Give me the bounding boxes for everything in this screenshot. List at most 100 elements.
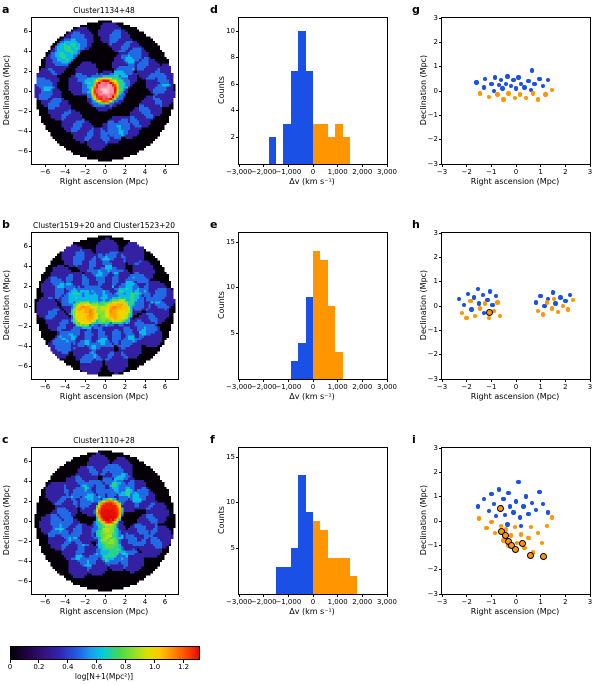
scatter-point <box>496 487 501 492</box>
y-tick <box>29 305 32 307</box>
panel-letter-h: h <box>412 218 420 231</box>
x-tick <box>589 379 591 382</box>
scatter-point <box>492 75 498 80</box>
scatter-point <box>474 80 479 85</box>
panel-letter-e: e <box>210 218 218 231</box>
scatter-point <box>540 83 546 89</box>
y-tick <box>29 50 32 52</box>
histogram-bar <box>290 548 299 594</box>
y-tick-label: 4 <box>230 106 235 115</box>
scatter-point <box>501 496 506 502</box>
scatter-point <box>544 300 550 305</box>
x-tick <box>263 594 265 597</box>
scatter-point-outlined <box>519 540 527 548</box>
scatter-point <box>468 298 473 304</box>
scatter-point <box>481 311 487 316</box>
y-tick <box>439 139 442 141</box>
x-tick-label: 1,000 <box>327 598 348 606</box>
scatter-point <box>528 87 533 92</box>
scatter-point <box>518 81 524 86</box>
x-axis-label-e: Δv (km s⁻¹) <box>289 392 335 401</box>
y-tick-label: −6 <box>17 576 28 585</box>
colorbar-tick <box>154 660 156 663</box>
scatter-point <box>550 290 556 295</box>
scatter-point-outlined <box>486 309 493 317</box>
scatter-point-outlined <box>498 527 506 535</box>
x-tick <box>104 164 106 167</box>
x-tick <box>84 379 86 382</box>
x-tick <box>104 379 106 382</box>
x-tick <box>564 379 566 382</box>
scatter-point <box>506 490 511 496</box>
y-tick <box>236 547 239 549</box>
panel-letter-a: a <box>2 3 10 16</box>
x-tick <box>564 594 566 597</box>
scatter-point <box>522 85 527 90</box>
scatter-h: −3 −2 −1 0 1 2 3 −3 −2 −1 0 1 2 3 <box>428 229 593 392</box>
scatter-point <box>533 300 538 305</box>
y-tick <box>236 456 239 458</box>
x-tick <box>361 594 363 597</box>
scatter-point <box>533 507 538 513</box>
scatter-point <box>508 533 514 538</box>
x-tick <box>540 164 542 167</box>
scatter-point <box>532 81 537 86</box>
y-tick <box>236 287 239 289</box>
scatter-point <box>515 540 520 546</box>
scatter-point <box>506 91 511 96</box>
scatter-point <box>462 302 467 307</box>
scatter-point <box>513 499 519 504</box>
scatter-point <box>482 76 488 82</box>
y-tick <box>29 520 32 522</box>
scatter-point <box>475 286 480 292</box>
scatter-point <box>553 301 558 306</box>
y-tick-label: 4 <box>23 46 28 55</box>
scatter-point <box>491 308 496 314</box>
x-tick <box>238 379 240 382</box>
scatter-point <box>469 307 474 312</box>
x-tick-label: −4 <box>59 598 71 606</box>
scatter-point <box>540 312 546 317</box>
scatter-point <box>459 311 464 316</box>
scatter-point <box>570 297 575 303</box>
y-axis-label-b: Declination (Mpc) <box>2 269 11 341</box>
y-tick <box>439 90 442 92</box>
y-tick-label: −2 <box>17 321 28 330</box>
x-tick-label: 1 <box>538 168 543 176</box>
x-tick <box>312 379 314 382</box>
scatter-point <box>486 94 492 100</box>
y-tick <box>29 540 32 542</box>
scatter-point <box>499 77 504 83</box>
scatter-point <box>508 83 514 89</box>
y-tick <box>236 502 239 504</box>
histogram-bar <box>335 557 343 594</box>
colorbar-tick <box>125 660 127 663</box>
histogram-bar <box>276 566 284 594</box>
y-tick-label: −2 <box>427 350 438 359</box>
scatter-point <box>457 296 462 301</box>
colorbar-label: log[N+1(Mpc²)] <box>74 672 134 681</box>
scatter-point <box>494 294 499 299</box>
x-tick <box>337 164 339 167</box>
y-tick-label: 6 <box>23 456 28 465</box>
y-tick <box>439 66 442 68</box>
x-tick-label: 1 <box>538 598 543 606</box>
y-tick-label: 15 <box>226 452 235 461</box>
y-tick-label: 6 <box>23 26 28 35</box>
y-axis-label-i: Declination (Mpc) <box>419 484 428 556</box>
x-tick-label: 3 <box>587 168 593 176</box>
scatter-point <box>501 538 506 543</box>
scatter-point-outlined <box>526 552 534 560</box>
y-tick-label: 0 <box>433 86 438 95</box>
scatter-point <box>507 504 513 509</box>
scatter-point <box>499 523 504 529</box>
scatter-point <box>487 289 493 294</box>
scatter-point <box>495 92 500 97</box>
x-tick-label: 2 <box>122 168 128 176</box>
x-tick-label: −2,000 <box>250 168 277 176</box>
scatter-point <box>536 97 541 102</box>
scatter-point <box>560 303 566 309</box>
scatter-point <box>529 500 535 505</box>
histogram-bar <box>313 251 321 379</box>
x-tick-label: 2,000 <box>352 383 373 391</box>
